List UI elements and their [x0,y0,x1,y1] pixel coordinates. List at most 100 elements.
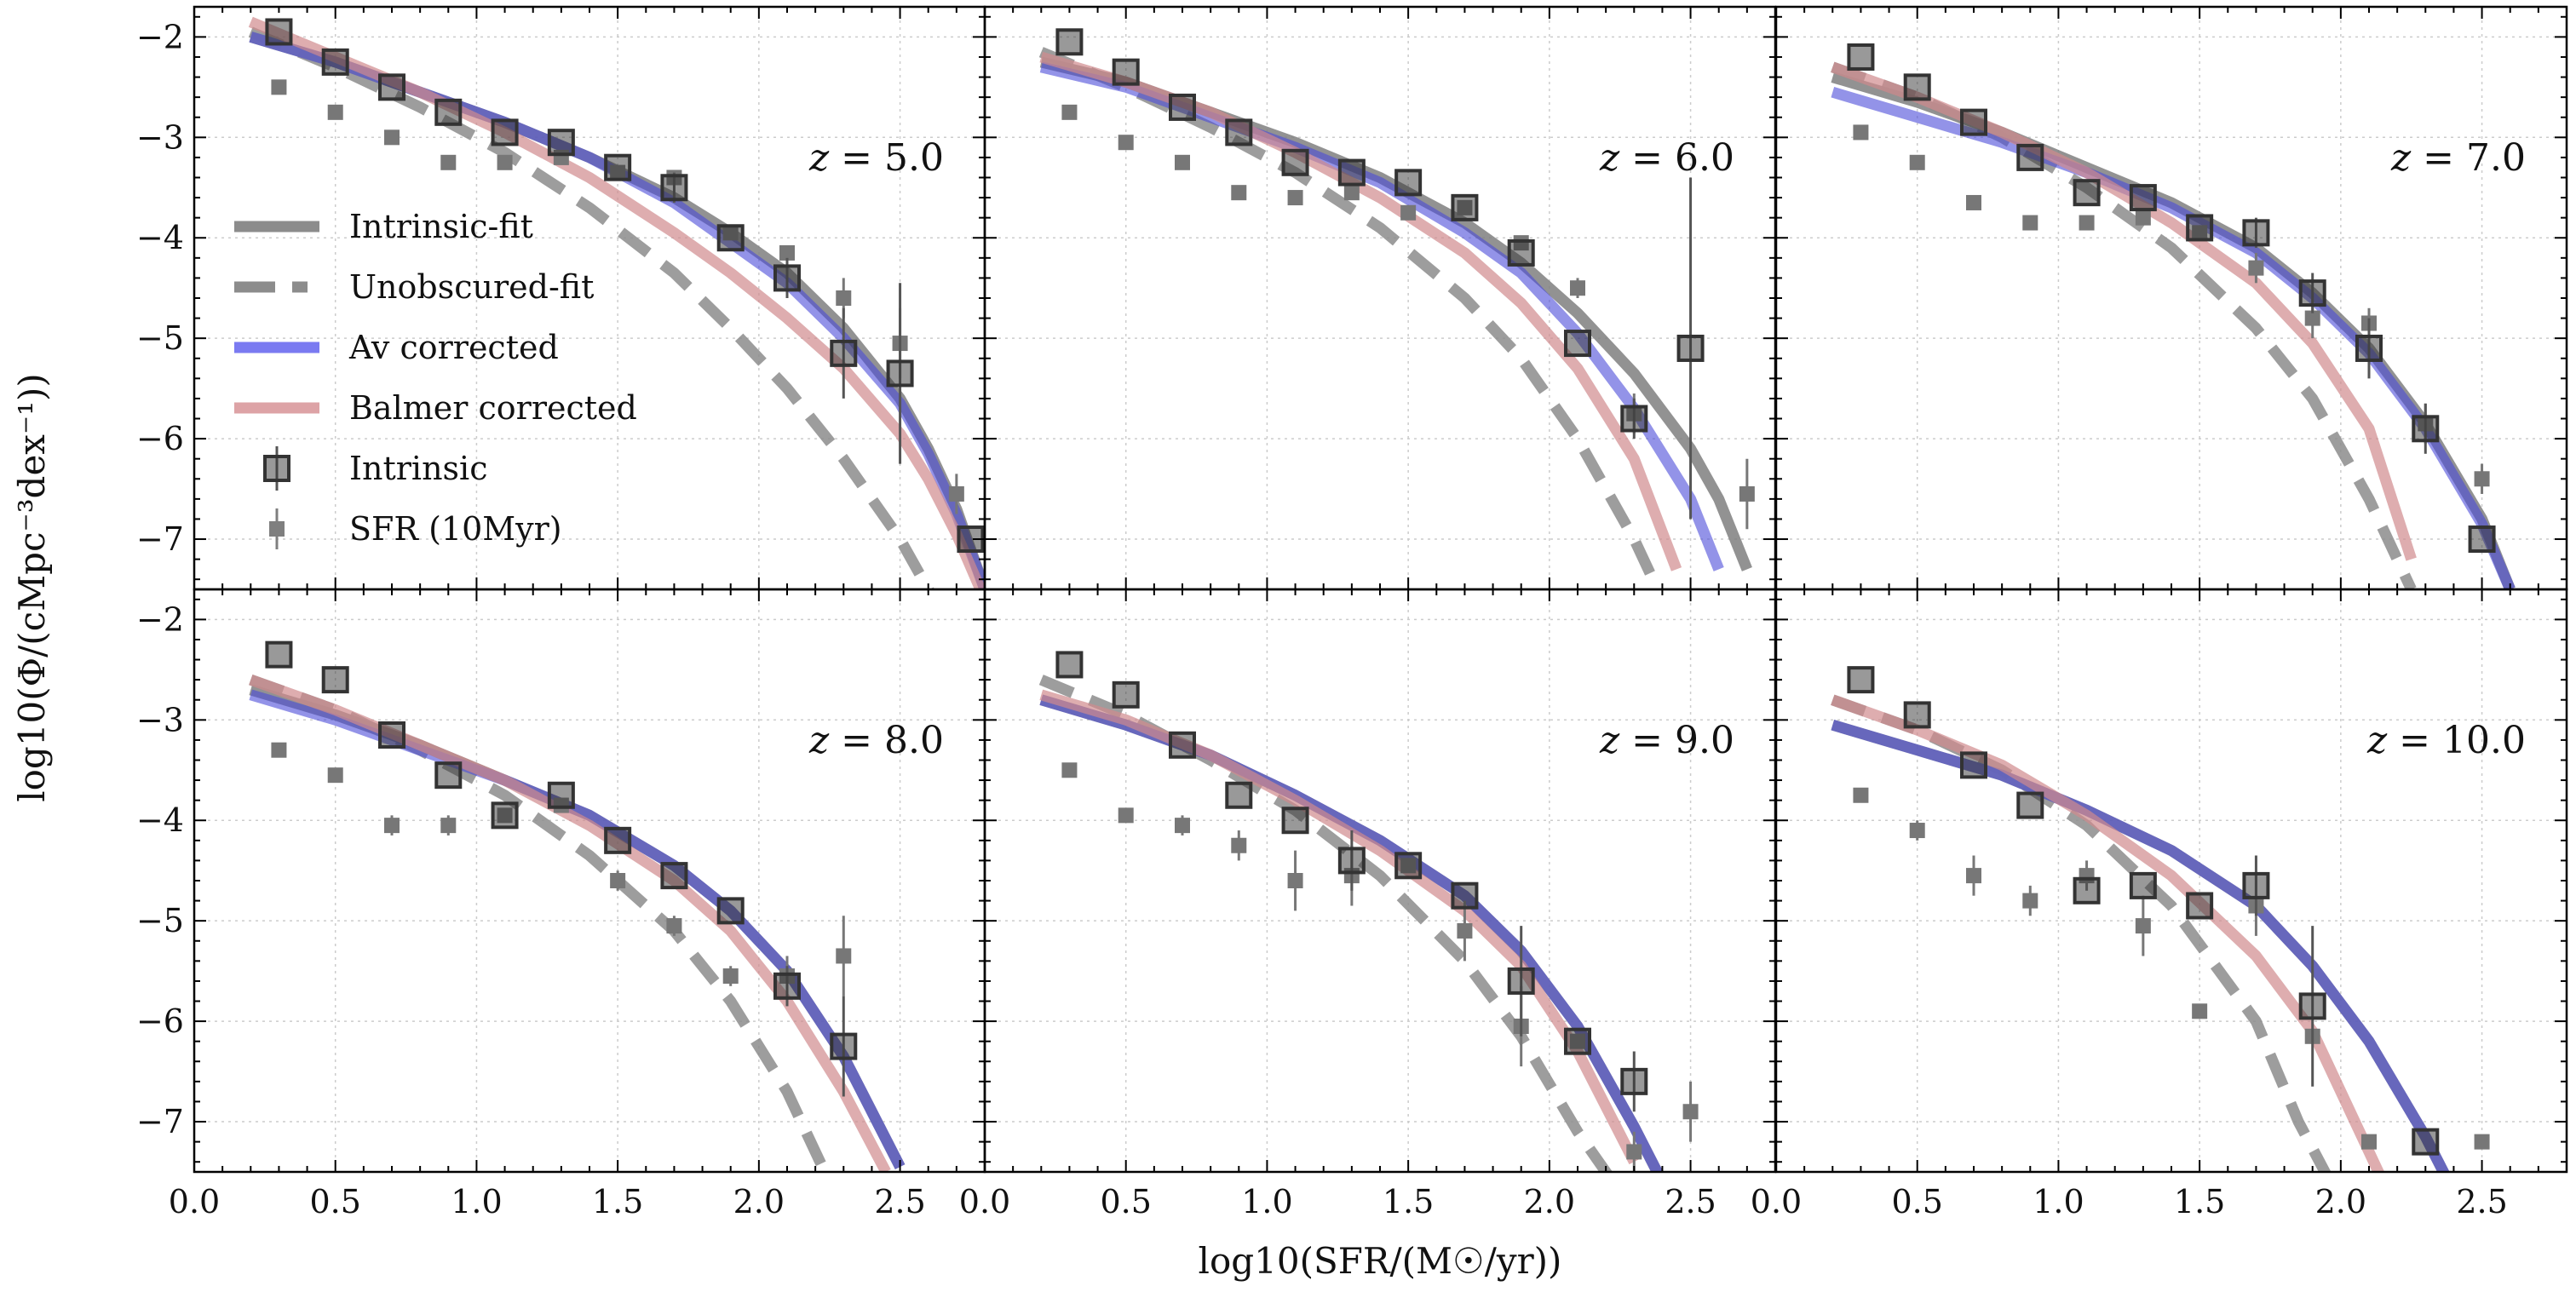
intrinsic-point [2298,992,2326,1020]
intrinsic-point [886,359,914,388]
intrinsic-point [1960,751,1987,779]
plot-area [1038,651,1699,1172]
sfr-point [666,918,682,934]
y-tick-label: −5 [136,902,184,939]
gridlines [194,589,985,1172]
legend-label: Intrinsic-fit [349,208,533,245]
sfr-point [1118,135,1134,151]
panel-5: 0.0 0.5 1.0 1.5 2.0 2.5 z = 9.0 [959,588,1777,1220]
sfr-point [1287,873,1303,888]
sfr-point [948,485,964,502]
sfr-point [1175,818,1190,834]
intrinsic-point [491,118,519,146]
sfr-point [1909,154,1925,170]
intrinsic-point [1847,43,1875,71]
sfr-point [1682,1104,1699,1120]
intrinsic-point [1337,847,1366,875]
x-tick-label: 0.5 [1100,1183,1151,1220]
sfr-point [1966,868,1981,884]
sfr-point [2135,918,2151,934]
y-tick-label: −5 [136,319,184,357]
intrinsic-point [716,224,745,252]
intrinsic-point [773,264,801,292]
intrinsic-point [1225,781,1253,809]
intrinsic-point [1394,169,1423,197]
sfr-point [2022,893,2038,909]
y-tick-label: −7 [136,1103,184,1140]
panel-frame [983,5,1777,591]
sfr-point [2248,260,2264,276]
legend-label: Intrinsic [349,450,487,487]
intrinsic-point [265,640,293,669]
series-intrinsic-fit [249,684,906,1170]
intrinsic-point [1451,881,1479,910]
y-tick-label: −4 [136,219,184,256]
intrinsic-point [265,18,293,46]
y-tick-label: −6 [136,420,184,457]
sfr-point [2135,210,2151,226]
sfr-point [271,79,287,95]
x-tick-label: 1.5 [1383,1183,1434,1220]
legend-marker [263,455,290,482]
legend-item: Intrinsic-fit [234,208,533,245]
series-balmer-corrected [1039,689,1640,1165]
legend-label: Unobscured-fit [349,268,594,306]
legend: Intrinsic-fit Unobscured-fit Av corrected B… [234,208,637,549]
intrinsic-point [1564,1027,1591,1055]
ticks [1776,589,2567,1172]
y-axis-label: log10(Φ/(cMpc⁻³dex⁻¹)) [11,373,53,802]
intrinsic-point [2468,525,2496,554]
x-tick-label: 1.5 [592,1183,643,1220]
series-unobscured-fit [1831,694,2332,1172]
intrinsic-point [2186,214,2214,242]
intrinsic-point [1112,680,1140,709]
intrinsic-point [321,666,349,694]
sfr-point [1231,837,1247,853]
sfr-point [384,129,400,146]
sfr-point [2192,1003,2208,1019]
sfr-point [1061,762,1078,778]
intrinsic-point [1169,93,1196,121]
legend-label: Av corrected [348,329,559,366]
series-unobscured-fit [248,26,935,589]
series-balmer-corrected [1039,51,1682,571]
sfr-point [2474,1134,2490,1150]
intrinsic-point [2073,179,2101,207]
intrinsic-point [773,972,801,1000]
intrinsic-point [1620,405,1648,433]
series-balmer-corrected [1831,694,2385,1172]
intrinsic-point [2242,219,2270,247]
sfr-point [1118,807,1134,824]
legend-marker [269,521,285,537]
legend-item: Unobscured-fit [234,268,594,306]
intrinsic-point [660,862,688,890]
sfr-point [1853,124,1869,141]
intrinsic-point [434,98,463,126]
panel-frame [193,588,986,1174]
intrinsic-point [2355,334,2383,362]
legend-item: Av corrected [234,329,559,366]
sfr-point [1909,823,1925,839]
intrinsic-point [1169,731,1196,759]
y-tick-label: −2 [136,18,184,55]
x-tick-label: 1.0 [451,1183,502,1220]
sfr-point [1343,185,1360,201]
x-tick-label: 1.5 [2174,1183,2225,1220]
y-tick-label: −6 [136,1002,184,1040]
ticks [1776,7,2567,589]
intrinsic-point [2016,143,2044,171]
sfr-point [440,154,457,170]
gridlines [194,7,985,589]
sfr-point [610,873,626,888]
sfr-point [1175,154,1190,170]
panel-3: z = 7.0 [1774,5,2568,591]
ticks [985,589,1775,1172]
series-balmer-corrected [249,674,891,1172]
intrinsic-point [1903,73,1931,101]
series-unobscured-fit [1831,61,2417,589]
plot-area [249,640,906,1172]
x-tick-label: 0.0 [1751,1183,1802,1220]
panel-6: 0.0 0.5 1.0 1.5 2.0 2.5 z = 10.0 [1751,588,2568,1220]
intrinsic-point [1960,108,1987,136]
intrinsic-point [2186,892,2214,920]
